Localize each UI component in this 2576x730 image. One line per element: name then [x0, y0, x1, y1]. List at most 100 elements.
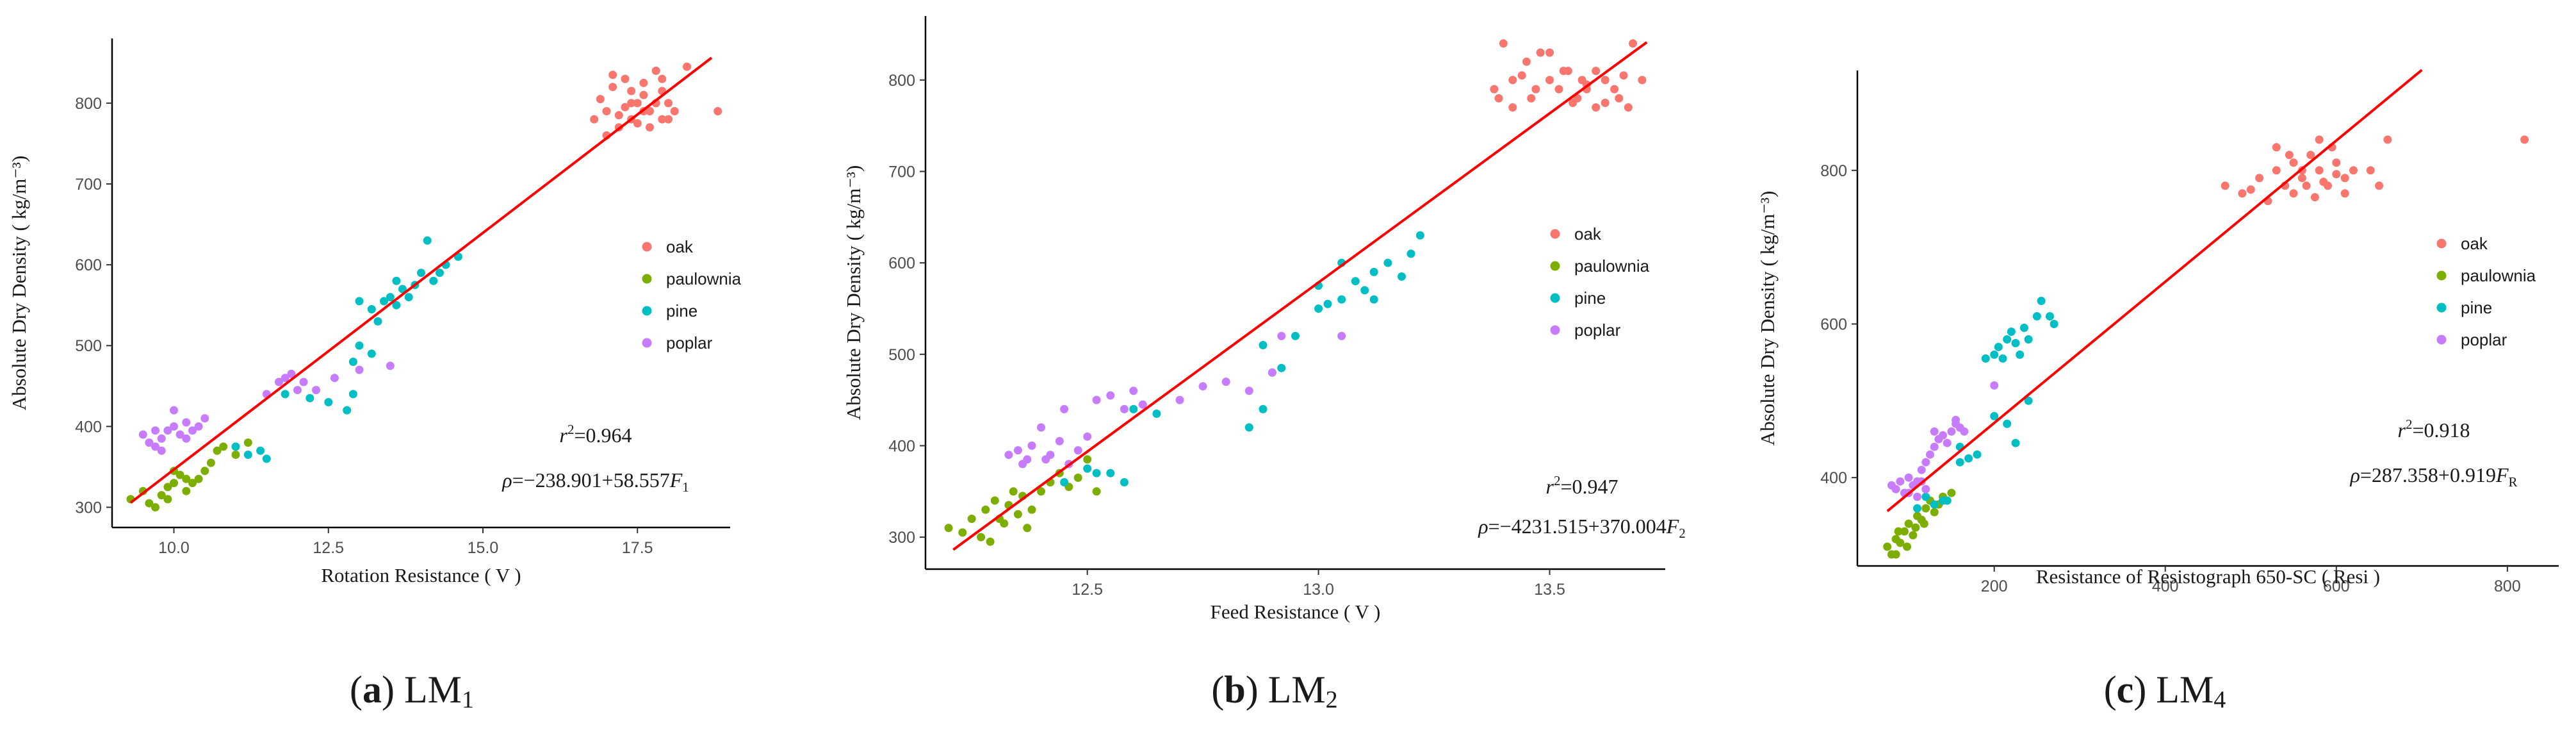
- data-point-paulownia: [1903, 542, 1911, 551]
- data-point-oak: [614, 111, 623, 120]
- data-point-oak: [1517, 71, 1526, 80]
- y-tick-label: 800: [75, 95, 102, 113]
- caption-model: LM: [1268, 668, 1326, 711]
- data-point-poplar: [1138, 400, 1147, 409]
- data-point-poplar: [1896, 477, 1905, 486]
- caption-model-subscript: 4: [2213, 686, 2226, 713]
- data-point-oak: [2383, 135, 2392, 144]
- data-point-paulownia: [1894, 527, 1903, 536]
- data-point-pine: [417, 269, 425, 278]
- rho-symbol: ρ: [501, 469, 512, 492]
- x-tick-label: 13.0: [1303, 581, 1334, 599]
- data-point-paulownia: [1920, 519, 1928, 528]
- panel-caption: (c) LM4: [2104, 668, 2226, 713]
- data-point-oak: [1527, 94, 1536, 103]
- data-point-paulownia: [990, 496, 999, 505]
- data-point-pine: [2046, 312, 2054, 320]
- data-point-oak: [658, 115, 667, 124]
- data-point-pine: [386, 293, 395, 302]
- regression-line: [1886, 69, 2423, 513]
- caption-letter: b: [1224, 668, 1245, 711]
- data-point-paulownia: [206, 458, 215, 467]
- data-point-paulownia: [182, 474, 191, 483]
- data-point-paulownia: [219, 442, 228, 451]
- panel-caption: (a) LM1: [350, 668, 474, 713]
- data-point-oak: [646, 107, 654, 115]
- equation-variable: F: [1666, 515, 1679, 538]
- data-point-pine: [1314, 304, 1323, 313]
- data-point-poplar: [1175, 395, 1184, 404]
- data-point-paulownia: [243, 438, 252, 447]
- data-point-poplar: [1930, 442, 1939, 451]
- data-point-paulownia: [170, 479, 178, 488]
- data-point-poplar: [1198, 382, 1207, 391]
- legend-key-poplar: [1550, 325, 1560, 335]
- data-point-poplar: [1092, 395, 1101, 404]
- equation-coefficients: =−4231.515+370.004: [1488, 515, 1667, 538]
- y-tick-label: 500: [75, 337, 102, 355]
- data-point-paulownia: [1900, 527, 1909, 536]
- data-point-oak: [1624, 103, 1633, 112]
- data-point-oak: [1490, 85, 1499, 94]
- data-point-poplar: [1244, 386, 1253, 395]
- legend: oak paulownia pine poplar: [1550, 224, 1650, 340]
- data-point-oak: [2297, 174, 2306, 183]
- data-point-oak: [1619, 71, 1628, 80]
- data-point-poplar: [1055, 436, 1064, 445]
- r-squared-label: r2=0.947: [1546, 473, 1618, 498]
- legend-key-oak: [1550, 229, 1560, 239]
- data-point-pine: [1973, 450, 1982, 459]
- regression-line: [952, 41, 1648, 551]
- data-point-pine: [1337, 295, 1346, 304]
- regression-line: [129, 56, 713, 504]
- legend-key-oak: [2436, 238, 2447, 249]
- caption-close-paren: ): [1246, 668, 1268, 711]
- data-point-oak: [1592, 103, 1601, 112]
- caption-open-paren: (: [2104, 668, 2117, 711]
- regression-equation: ρ=−238.901+58.557F1: [501, 469, 689, 495]
- data-point-paulownia: [1947, 488, 1956, 497]
- data-point-pine: [2011, 338, 2020, 347]
- data-point-oak: [1531, 85, 1540, 94]
- legend-label-oak: oak: [2461, 234, 2488, 253]
- caption-model: LM: [2156, 668, 2213, 711]
- data-point-poplar: [1013, 446, 1022, 455]
- data-point-pine: [2037, 297, 2046, 305]
- r-squared-value: =0.918: [2412, 419, 2470, 442]
- data-point-poplar: [281, 374, 289, 383]
- data-point-oak: [2375, 181, 2384, 190]
- equation-variable-subscript: 1: [682, 479, 689, 495]
- data-point-pine: [1415, 231, 1424, 240]
- data-point-pine: [1060, 478, 1069, 486]
- data-point-poplar: [182, 418, 191, 427]
- data-point-poplar: [330, 374, 339, 383]
- data-point-poplar: [145, 438, 154, 447]
- caption-letter: c: [2117, 668, 2134, 711]
- legend-key-paulownia: [2436, 270, 2447, 281]
- data-point-pine: [2032, 312, 2041, 320]
- data-point-pine: [2050, 320, 2058, 328]
- r-symbol: r: [1546, 475, 1554, 498]
- data-point-paulownia: [1930, 508, 1939, 517]
- data-point-pine: [1152, 410, 1161, 418]
- data-point-pine: [1406, 249, 1415, 258]
- data-point-oak: [2272, 166, 2281, 175]
- rho-symbol: ρ: [1478, 515, 1488, 538]
- data-point-poplar: [1990, 381, 1999, 390]
- data-point-oak: [627, 99, 636, 108]
- data-point-poplar: [1129, 386, 1138, 395]
- data-point-paulownia: [958, 528, 967, 537]
- data-point-poplar: [1027, 441, 1036, 450]
- data-point-poplar: [1947, 427, 1956, 436]
- r-squared-label: r2=0.964: [560, 422, 632, 447]
- data-point-paulownia: [967, 515, 976, 523]
- data-point-oak: [2520, 135, 2529, 144]
- data-point-poplar: [1073, 446, 1082, 455]
- data-point-poplar: [188, 426, 197, 435]
- data-point-paulownia: [1896, 538, 1905, 547]
- data-point-oak: [1601, 99, 1610, 107]
- data-point-oak: [1536, 48, 1545, 57]
- equation-coefficients: =287.358+0.919: [2360, 463, 2496, 486]
- data-point-poplar: [170, 406, 178, 415]
